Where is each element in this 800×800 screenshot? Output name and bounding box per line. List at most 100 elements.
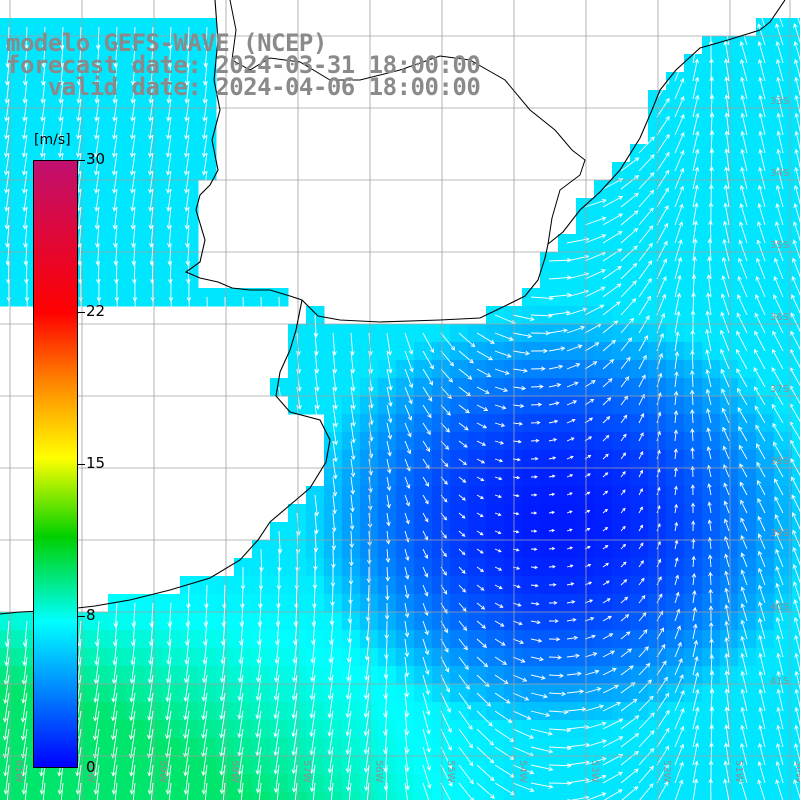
wind-arrow <box>476 458 485 464</box>
wind-arrow-head <box>793 599 798 604</box>
wind-arrow <box>777 149 784 172</box>
wind-arrow-head <box>679 674 684 679</box>
wind-arrow <box>77 188 82 211</box>
wind-arrow <box>725 167 730 190</box>
wind-arrow <box>149 116 154 139</box>
wind-arrow-head <box>776 688 782 694</box>
wind-arrow-head <box>754 405 759 411</box>
wind-cell <box>684 720 703 739</box>
wind-cell <box>756 756 775 775</box>
longitude-label: 53W <box>589 760 600 783</box>
wind-arrow <box>96 44 100 67</box>
wind-arrow <box>638 712 655 730</box>
wind-cell <box>648 360 667 379</box>
wind-cell <box>738 738 757 757</box>
wind-cell <box>684 558 703 577</box>
wind-arrow-head <box>629 317 635 323</box>
wind-arrow <box>758 41 766 64</box>
wind-cell <box>720 198 739 217</box>
wind-arrow-head <box>573 635 579 640</box>
longitude-label: 59W <box>157 760 168 783</box>
wind-arrow <box>740 518 748 532</box>
wind-arrow <box>77 134 82 157</box>
wind-arrow <box>476 440 486 446</box>
wind-arrow <box>725 95 730 118</box>
wind-arrow <box>330 782 334 800</box>
wind-arrow <box>724 519 730 532</box>
wind-arrow <box>754 313 766 334</box>
wind-arrow <box>710 671 713 694</box>
wind-arrow <box>440 404 451 416</box>
wind-arrow <box>152 296 154 319</box>
wind-arrow-head <box>425 710 431 716</box>
wind-arrow-head <box>592 652 598 657</box>
wind-arrow-head <box>93 152 99 158</box>
wind-cell <box>666 558 685 577</box>
wind-arrow <box>257 674 262 701</box>
wind-arrow <box>458 422 469 431</box>
wind-arrow-head <box>363 767 369 773</box>
wind-arrow-head <box>680 149 685 155</box>
wind-arrow <box>723 239 730 262</box>
wind-arrow-head <box>758 617 763 623</box>
wind-arrow-head <box>776 652 781 658</box>
wind-arrow <box>60 62 64 85</box>
wind-arrow <box>130 692 136 721</box>
wind-arrow <box>548 656 562 659</box>
wind-arrow-head <box>708 621 714 627</box>
wind-arrow <box>530 692 548 698</box>
wind-cell <box>792 360 800 379</box>
wind-arrow <box>638 190 654 208</box>
wind-arrow <box>741 167 748 190</box>
wind-arrow <box>674 96 685 118</box>
wind-arrow <box>602 397 611 406</box>
wind-arrow-head <box>775 599 780 605</box>
wind-arrow <box>204 620 208 645</box>
wind-cell <box>702 234 721 253</box>
wind-arrow-head <box>757 760 763 766</box>
wind-arrow <box>59 80 64 103</box>
wind-arrow <box>131 98 136 121</box>
wind-arrow-head <box>529 734 535 739</box>
wind-arrow <box>692 149 699 172</box>
wind-arrow-head <box>3 789 9 795</box>
wind-arrow-head <box>534 565 539 570</box>
wind-cell <box>288 792 307 800</box>
wind-arrow-head <box>740 706 745 712</box>
wind-arrow <box>775 23 784 46</box>
longitude-label: 50W <box>793 760 800 783</box>
wind-arrow <box>422 440 430 452</box>
wind-arrow <box>776 617 784 640</box>
wind-arrow <box>97 260 100 283</box>
wind-cell <box>792 126 800 145</box>
wind-arrow <box>795 167 800 187</box>
wind-arrow <box>422 566 428 578</box>
wind-cell <box>666 234 685 253</box>
wind-arrow <box>187 242 190 265</box>
wind-arrow <box>22 746 28 776</box>
wind-arrow <box>512 782 534 792</box>
wind-arrow-head <box>679 185 684 191</box>
wind-arrow <box>476 422 487 429</box>
wind-arrow-head <box>739 481 744 487</box>
wind-arrow-head <box>753 367 758 372</box>
wind-arrow-head <box>553 601 558 605</box>
wind-arrow <box>771 367 784 388</box>
wind-arrow-head <box>774 257 779 263</box>
title-model: modelo GEFS-WAVE (NCEP) <box>6 29 327 57</box>
coastline-argentina <box>0 299 331 615</box>
wind-arrow <box>620 228 638 244</box>
wind-cell <box>756 792 775 800</box>
wind-arrow <box>331 602 334 625</box>
wind-arrow-head <box>551 547 556 551</box>
wind-arrow-head <box>634 192 639 198</box>
wind-arrow <box>274 710 280 737</box>
wind-cell <box>756 396 775 415</box>
wind-arrow-head <box>579 689 585 694</box>
wind-arrow <box>638 451 644 460</box>
wind-arrow-head <box>424 500 429 505</box>
wind-arrow-head <box>569 546 574 550</box>
wind-cell <box>792 450 800 469</box>
wind-arrow <box>95 188 100 211</box>
wind-arrow-head <box>709 58 714 63</box>
